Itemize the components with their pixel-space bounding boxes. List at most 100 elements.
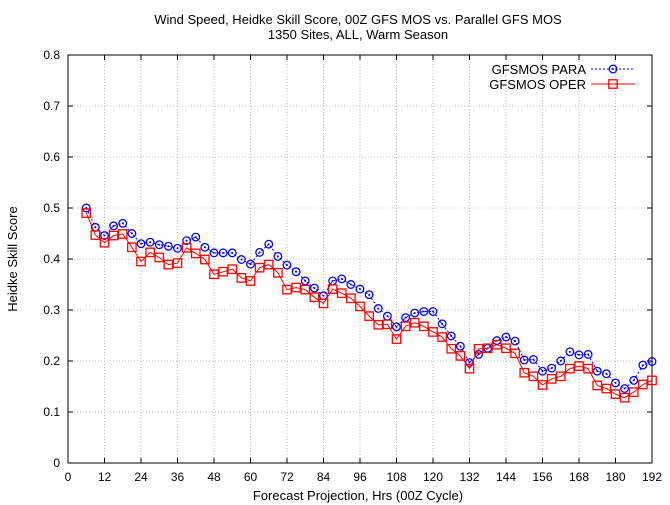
y-tick-label: 0 xyxy=(53,456,60,470)
data-point-oper xyxy=(583,363,593,374)
data-point-para xyxy=(401,313,411,323)
data-point-oper xyxy=(318,298,329,309)
data-point-para xyxy=(173,243,182,253)
data-point-para xyxy=(136,239,146,249)
data-point-para-center xyxy=(267,243,270,246)
data-point-para xyxy=(556,356,566,366)
y-tick-label: 0.7 xyxy=(43,99,60,113)
data-point-para-center xyxy=(550,367,553,370)
data-point-para-center xyxy=(422,310,425,313)
data-point-oper xyxy=(227,264,238,275)
y-tick-label: 0.5 xyxy=(43,201,60,215)
data-point-para xyxy=(291,267,301,277)
data-point-para-center xyxy=(395,325,398,328)
x-tick-label: 36 xyxy=(171,470,185,484)
data-point-oper xyxy=(254,262,265,273)
data-point-oper xyxy=(619,392,630,403)
data-point-oper xyxy=(400,321,411,332)
y-tick-label: 0.4 xyxy=(43,252,60,266)
legend-marker-oper xyxy=(608,79,618,89)
data-point-para xyxy=(309,283,319,293)
data-point-para xyxy=(246,259,255,269)
data-point-oper xyxy=(528,371,539,382)
data-point-para-center xyxy=(176,247,179,250)
data-point-oper xyxy=(355,301,365,312)
data-point-para-center xyxy=(468,361,471,364)
data-point-oper xyxy=(373,319,384,330)
data-point-oper xyxy=(628,387,639,397)
data-point-para-center xyxy=(194,236,197,239)
data-point-para-center xyxy=(587,353,590,356)
x-tick-label: 24 xyxy=(134,470,148,484)
data-point-para-center xyxy=(568,350,571,353)
data-point-oper xyxy=(555,371,566,382)
y-tick-label: 0.8 xyxy=(43,48,60,62)
data-point-para xyxy=(565,347,575,357)
data-point-para-center xyxy=(167,245,170,248)
data-point-para-center xyxy=(614,381,617,384)
data-point-oper xyxy=(273,267,283,278)
data-point-para-center xyxy=(596,370,599,373)
data-point-oper xyxy=(638,379,648,390)
data-point-para-center xyxy=(203,246,206,249)
data-point-para-center xyxy=(240,258,243,261)
data-point-oper xyxy=(136,256,146,267)
data-point-para xyxy=(282,260,292,270)
data-point-para xyxy=(337,274,347,284)
data-point-para-center xyxy=(331,279,334,282)
data-point-oper xyxy=(291,282,301,293)
data-point-para-center xyxy=(130,232,133,235)
data-point-para xyxy=(528,355,538,364)
data-point-para-center xyxy=(505,336,507,339)
grid xyxy=(68,55,652,463)
x-tick-label: 96 xyxy=(353,470,367,484)
data-point-para-center xyxy=(286,264,288,267)
data-point-oper xyxy=(510,348,520,359)
data-point-para-center xyxy=(432,310,434,313)
chart-title: Wind Speed, Heidke Skill Score, 00Z GFS … xyxy=(154,12,562,27)
plot-frame xyxy=(67,54,653,464)
data-point-oper xyxy=(419,321,429,332)
x-tick-label: 192 xyxy=(642,470,662,484)
data-point-para-center xyxy=(386,315,389,318)
data-point-para-center xyxy=(359,288,361,291)
x-tick-label: 84 xyxy=(317,470,331,484)
data-point-para xyxy=(227,248,237,258)
data-point-oper xyxy=(117,229,128,239)
data-point-oper xyxy=(492,339,502,350)
y-tick-label: 0.2 xyxy=(43,354,60,368)
data-point-para-center xyxy=(322,294,325,297)
y-tick-label: 0.3 xyxy=(43,303,60,317)
data-point-para xyxy=(109,221,119,231)
data-point-para-center xyxy=(349,283,352,286)
x-tick-label: 120 xyxy=(423,470,443,484)
x-tick-label: 108 xyxy=(386,470,406,484)
data-point-para xyxy=(355,284,365,294)
data-point-para xyxy=(428,307,438,316)
legend: GFSMOS PARA GFSMOS OPER xyxy=(489,62,635,92)
data-point-oper xyxy=(610,389,621,400)
data-point-para-center xyxy=(103,234,106,237)
data-point-para xyxy=(182,236,192,246)
data-point-para xyxy=(127,229,137,238)
data-point-para-center xyxy=(541,370,544,373)
data-point-para xyxy=(218,248,228,258)
data-point-para-center xyxy=(213,251,215,254)
data-point-para-center xyxy=(413,312,416,315)
data-point-para xyxy=(510,336,520,346)
data-point-para xyxy=(392,322,401,332)
data-point-para-center xyxy=(185,239,188,242)
data-point-oper xyxy=(428,327,438,337)
chart-subtitle: 1350 Sites, ALL, Warm Season xyxy=(268,27,448,42)
data-point-para xyxy=(300,276,310,286)
x-tick-label: 48 xyxy=(207,470,221,484)
data-point-oper xyxy=(409,317,420,328)
data-point-oper xyxy=(482,343,493,354)
data-point-para xyxy=(620,384,630,393)
data-point-oper xyxy=(163,259,174,270)
data-point-para-center xyxy=(276,255,279,258)
x-tick-label: 0 xyxy=(65,470,72,484)
data-point-para-center xyxy=(578,353,580,356)
data-point-para xyxy=(629,375,639,385)
data-point-oper xyxy=(592,380,603,391)
